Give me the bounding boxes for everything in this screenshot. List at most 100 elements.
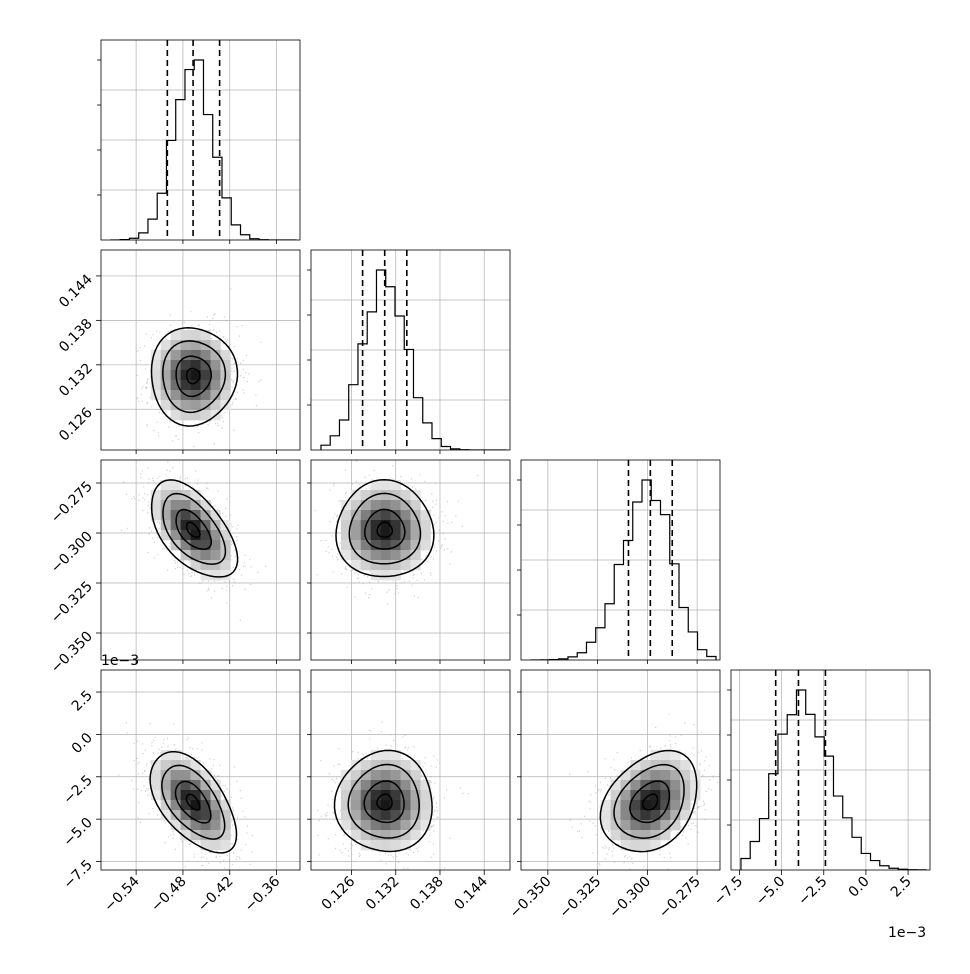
density-cell: [390, 550, 401, 561]
density-cell: [660, 810, 671, 821]
density-cell: [400, 790, 411, 801]
density-cell: [210, 790, 221, 801]
density-cell: [380, 520, 391, 531]
density-cell: [210, 360, 221, 371]
density-cell: [670, 810, 681, 821]
density-cell: [660, 830, 671, 841]
density-cell: [200, 390, 211, 401]
density-cell: [340, 510, 352, 521]
density-cell: [410, 560, 421, 571]
density-cell: [190, 350, 201, 361]
histogram-step: [320, 269, 507, 450]
density-cell: [160, 390, 171, 401]
density-cell: [340, 540, 352, 551]
contour-line: [629, 780, 671, 824]
density-cell: [390, 540, 401, 551]
density-cell: [190, 560, 201, 571]
density-cell: [620, 800, 631, 811]
density-cell: [660, 770, 671, 781]
density-cell: [360, 510, 371, 521]
density-cell: [610, 820, 621, 831]
density-cell: [170, 330, 181, 341]
density-cell: [180, 400, 191, 411]
x-tick-label: −0.325: [556, 874, 604, 922]
density-cell: [150, 380, 161, 391]
density-cell: [670, 800, 681, 811]
density-cell: [160, 770, 171, 781]
density-cell: [350, 500, 362, 511]
density-cell: [600, 810, 611, 821]
density-cell: [350, 800, 362, 811]
density-cell: [170, 800, 181, 811]
density-cell: [360, 760, 371, 771]
density-cell: [190, 810, 201, 821]
density-cell: [170, 490, 181, 501]
x-tick-label: −0.275: [656, 874, 704, 922]
density-cell: [220, 840, 231, 851]
x-tick-label: −5.0: [753, 874, 788, 909]
contour-line: [641, 793, 659, 811]
density-cell: [620, 840, 631, 851]
density-cell: [390, 500, 401, 511]
density-cell: [200, 550, 211, 561]
scatter-panel-1-0: [100, 249, 301, 451]
x-tick-label: 0.132: [363, 874, 403, 914]
density-cell: [180, 520, 191, 531]
density-cell: [170, 500, 181, 511]
density-cell: [640, 770, 651, 781]
density-cell: [190, 530, 201, 541]
density-cell: [680, 770, 691, 781]
density-cell: [190, 800, 201, 811]
density-cell: [400, 510, 411, 521]
density-cell: [180, 540, 191, 551]
density-cell: [180, 790, 191, 801]
histogram-panel-0: [97, 39, 301, 241]
panel-content: [311, 670, 510, 870]
density-cell: [400, 760, 411, 771]
density-cell: [200, 800, 211, 811]
histogram-step: [530, 479, 717, 660]
density-cell: [210, 830, 221, 841]
y-tick-label: −0.350: [48, 629, 96, 677]
density-cell: [420, 540, 431, 551]
density-cell: [170, 350, 181, 361]
density-cell: [170, 380, 181, 391]
density-cell: [380, 820, 391, 831]
density-cell: [630, 830, 641, 841]
contour-line: [185, 367, 201, 385]
contour-line: [149, 750, 238, 854]
y-tick-label: −0.275: [48, 479, 96, 527]
density-cell: [200, 510, 211, 521]
density-cell: [400, 550, 411, 561]
density-cell: [620, 790, 631, 801]
density-cell: [360, 490, 371, 501]
density-cell: [200, 560, 211, 571]
contour-line: [185, 793, 201, 811]
density-cell: [610, 830, 621, 841]
density-cell: [370, 810, 381, 821]
density-cell: [210, 840, 221, 851]
density-cell: [380, 550, 391, 561]
density-cell: [150, 370, 161, 381]
density-cell: [190, 790, 201, 801]
density-cell: [370, 750, 381, 761]
density-cell: [190, 760, 201, 771]
panel-frame: [100, 669, 301, 871]
density-cell: [610, 810, 621, 821]
density-cell: [670, 790, 681, 801]
density-cell: [400, 500, 411, 511]
density-cell: [410, 820, 421, 831]
density-cell: [420, 800, 431, 811]
density-cell: [180, 330, 191, 341]
density-cell: [630, 780, 641, 791]
x-tick-label: −0.42: [195, 874, 237, 916]
density-cell: [220, 810, 231, 821]
y-tick-label: −5.0: [60, 815, 95, 850]
density-cell: [620, 810, 631, 821]
x-tick-label: −7.5: [711, 874, 746, 909]
contour-line: [333, 749, 433, 853]
density-cell: [210, 780, 221, 791]
density-cell: [420, 780, 431, 791]
